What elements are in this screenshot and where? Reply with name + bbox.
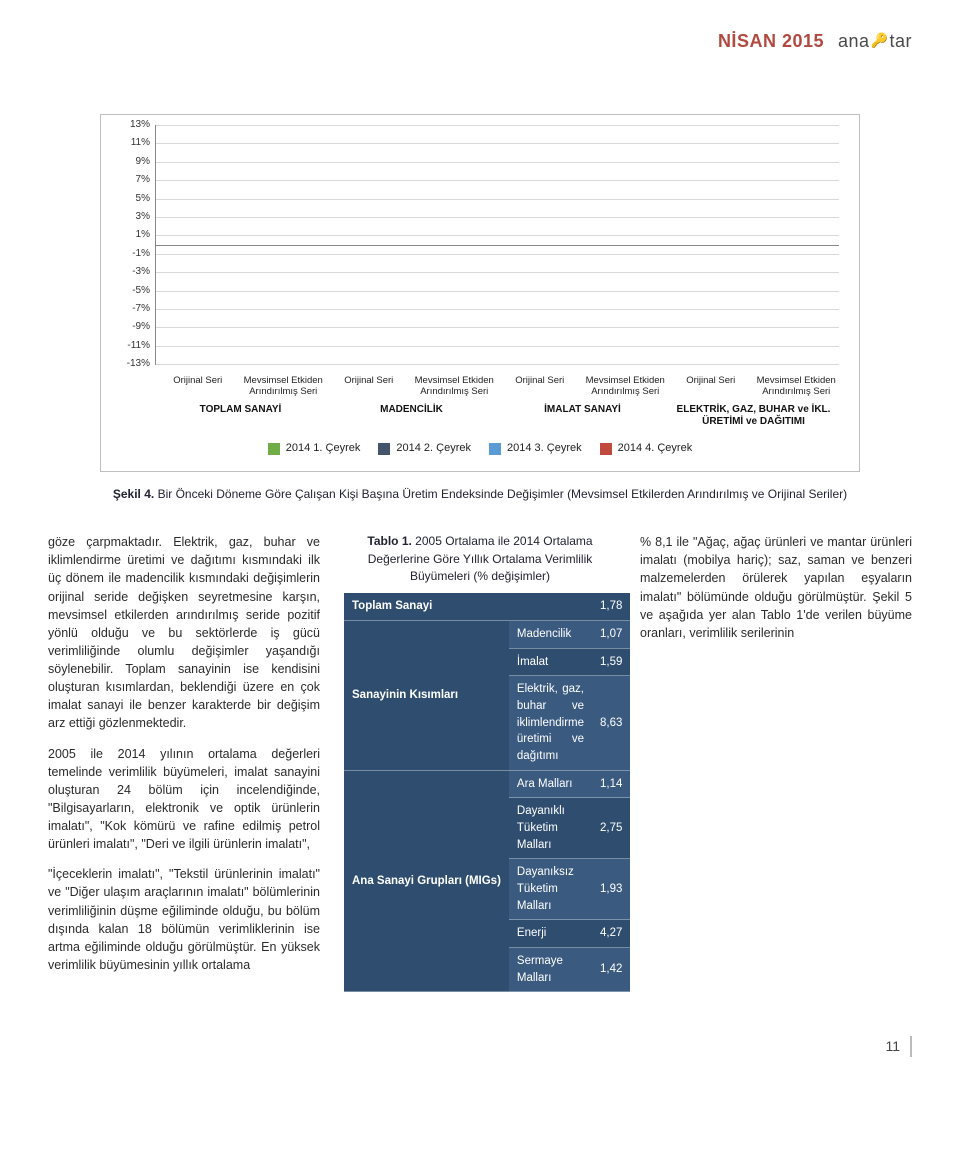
table-group: Sanayinin Kısımları <box>344 621 509 771</box>
table-value: 1,42 <box>592 948 630 992</box>
brand-post: tar <box>889 28 912 54</box>
x-sublabel: Mevsimsel Etkiden Arındırılmış Seri <box>583 371 669 398</box>
x-group-label: MADENCİLİK <box>326 404 497 429</box>
chart-container: -13%-11%-9%-7%-5%-3%-1%1%3%5%7%9%11%13% … <box>100 114 860 472</box>
chart-caption: Şekil 4. Bir Önceki Döneme Göre Çalışan … <box>100 486 860 503</box>
legend-label: 2014 3. Çeyrek <box>507 441 582 457</box>
x-sublabel: Orijinal Seri <box>497 371 583 398</box>
body-columns: göze çarpmaktadır. Elektrik, gaz, buhar … <box>48 533 912 992</box>
legend-item: 2014 2. Çeyrek <box>378 441 471 457</box>
caption-text: Bir Önceki Döneme Göre Çalışan Kişi Başı… <box>154 487 847 501</box>
x-sublabels: Orijinal SeriMevsimsel Etkiden Arındırıl… <box>155 371 839 398</box>
legend-label: 2014 4. Çeyrek <box>618 441 693 457</box>
table-label: Sermaye Malları <box>509 948 592 992</box>
x-sublabel: Mevsimsel Etkiden Arındırılmış Seri <box>754 371 840 398</box>
x-sublabel: Orijinal Seri <box>668 371 754 398</box>
x-group-labels: TOPLAM SANAYİMADENCİLİKİMALAT SANAYİELEK… <box>155 404 839 429</box>
x-sublabel: Orijinal Seri <box>326 371 412 398</box>
y-tick: -3% <box>132 265 156 280</box>
table-label: İmalat <box>509 648 592 676</box>
legend-swatch <box>600 443 612 455</box>
body-p4: % 8,1 ile "Ağaç, ağaç ürünleri ve mantar… <box>640 533 912 642</box>
body-p3: "İçeceklerin imalatı", "Tekstil ürünleri… <box>48 865 320 974</box>
table-value: 1,93 <box>592 859 630 920</box>
legend-label: 2014 1. Çeyrek <box>286 441 361 457</box>
legend-item: 2014 4. Çeyrek <box>600 441 693 457</box>
x-sublabel: Orijinal Seri <box>155 371 241 398</box>
legend-swatch <box>268 443 280 455</box>
data-table: Toplam Sanayi1,78 Sanayinin KısımlarıMade… <box>344 593 630 992</box>
table-label: Enerji <box>509 920 592 948</box>
legend-label: 2014 2. Çeyrek <box>396 441 471 457</box>
table-label: Ara Malları <box>509 770 592 798</box>
x-sublabel: Mevsimsel Etkiden Arındırılmış Seri <box>241 371 327 398</box>
legend-swatch <box>489 443 501 455</box>
table-label: Dayanıksız Tüketim Malları <box>509 859 592 920</box>
y-tick: 13% <box>130 118 156 133</box>
y-tick: 7% <box>136 173 156 188</box>
x-group-label: ELEKTRİK, GAZ, BUHAR ve İKL. ÜRETİMİ ve … <box>668 404 839 429</box>
plot-area: -13%-11%-9%-7%-5%-3%-1%1%3%5%7%9%11%13% <box>155 125 839 365</box>
table-value: 1,14 <box>592 770 630 798</box>
body-p1: göze çarpmaktadır. Elektrik, gaz, buhar … <box>48 533 320 732</box>
x-sublabel: Mevsimsel Etkiden Arındırılmış Seri <box>412 371 498 398</box>
y-tick: 11% <box>131 136 156 151</box>
x-group-label: İMALAT SANAYİ <box>497 404 668 429</box>
caption-bold: Şekil 4. <box>113 487 154 501</box>
y-tick: -11% <box>127 338 156 353</box>
table-value: 8,63 <box>592 676 630 770</box>
brand-logo: ana🔑tar <box>838 28 912 54</box>
table-caption: Tablo 1. 2005 Ortalama ile 2014 Ortalama… <box>344 533 616 585</box>
y-tick: -9% <box>132 320 156 335</box>
table-value: 4,27 <box>592 920 630 948</box>
issue-date: NİSAN 2015 <box>718 28 824 54</box>
table-block: Tablo 1. 2005 Ortalama ile 2014 Ortalama… <box>344 533 616 992</box>
table-value: 1,59 <box>592 648 630 676</box>
legend-item: 2014 1. Çeyrek <box>268 441 361 457</box>
legend-item: 2014 3. Çeyrek <box>489 441 582 457</box>
y-tick: 1% <box>136 228 156 243</box>
legend-swatch <box>378 443 390 455</box>
y-tick: 9% <box>136 155 156 170</box>
body-p2: 2005 ile 2014 yılının ortalama değerleri… <box>48 745 320 854</box>
table-value: 1,07 <box>592 621 630 649</box>
table-caption-bold: Tablo 1. <box>367 534 411 548</box>
chart-legend: 2014 1. Çeyrek 2014 2. Çeyrek 2014 3. Çeyr… <box>113 441 847 457</box>
page-header: NİSAN 2015 ana🔑tar <box>48 28 912 54</box>
y-tick: -1% <box>132 247 156 262</box>
y-tick: 3% <box>136 210 156 225</box>
table-group: Ana Sanayi Grupları (MIGs) <box>344 770 509 992</box>
y-tick: -13% <box>127 357 156 372</box>
key-icon: 🔑 <box>871 30 889 50</box>
table-value: 2,75 <box>592 798 630 859</box>
table-label: Elektrik, gaz, buhar ve iklimlendirme ür… <box>509 676 592 770</box>
x-group-label: TOPLAM SANAYİ <box>155 404 326 429</box>
brand-pre: ana <box>838 28 870 54</box>
table-label: Madencilik <box>509 621 592 649</box>
page-number: 11 <box>48 1036 912 1056</box>
y-tick: 5% <box>136 191 156 206</box>
table-label: Dayanıklı Tüketim Malları <box>509 798 592 859</box>
table-value: 1,78 <box>592 593 630 620</box>
y-tick: -5% <box>132 283 156 298</box>
table-rowhead: Toplam Sanayi <box>344 593 592 620</box>
y-tick: -7% <box>132 302 156 317</box>
chart-plot: -13%-11%-9%-7%-5%-3%-1%1%3%5%7%9%11%13% <box>155 125 839 365</box>
